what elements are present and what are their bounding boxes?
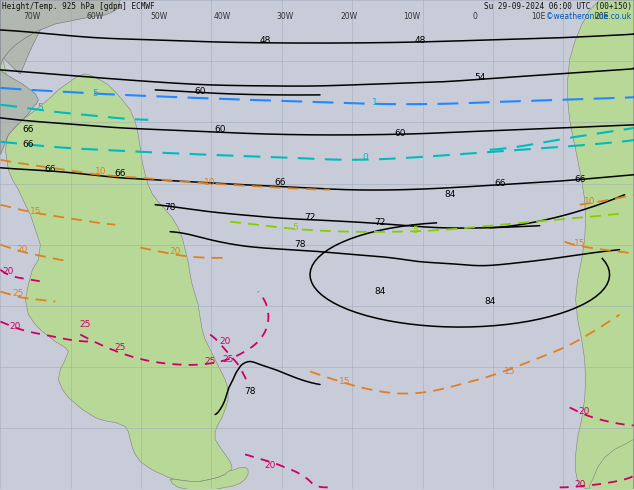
Text: 60W: 60W — [87, 12, 104, 21]
Text: 15: 15 — [30, 207, 41, 216]
Text: 20: 20 — [169, 247, 181, 256]
Text: 78: 78 — [244, 387, 256, 396]
Text: 66: 66 — [115, 169, 126, 178]
Text: 20W: 20W — [340, 12, 357, 21]
Polygon shape — [590, 440, 633, 490]
Text: 66: 66 — [44, 165, 56, 174]
Text: 84: 84 — [484, 297, 495, 306]
Text: 40W: 40W — [214, 12, 231, 21]
Text: 15: 15 — [574, 239, 585, 248]
Text: 78: 78 — [294, 240, 306, 249]
Text: 0: 0 — [473, 12, 478, 21]
Text: 25: 25 — [223, 355, 234, 364]
Text: 20: 20 — [264, 461, 276, 470]
Polygon shape — [170, 467, 248, 490]
Text: 5: 5 — [412, 226, 418, 235]
Text: 60: 60 — [195, 87, 206, 97]
Text: 25: 25 — [13, 289, 24, 298]
Text: 72: 72 — [304, 213, 316, 222]
Text: 10: 10 — [584, 197, 595, 206]
Text: 84: 84 — [374, 287, 385, 296]
Text: 66: 66 — [275, 178, 286, 187]
Text: 10E: 10E — [531, 12, 546, 21]
Text: 5: 5 — [37, 103, 43, 112]
Text: 60: 60 — [394, 129, 406, 138]
Text: 66: 66 — [494, 179, 505, 188]
Text: Su 29-09-2024 06:00 UTC (00+150): Su 29-09-2024 06:00 UTC (00+150) — [484, 2, 631, 11]
Text: 5: 5 — [292, 223, 298, 232]
Text: 20: 20 — [10, 322, 21, 331]
Text: 84: 84 — [444, 190, 455, 199]
Text: 66: 66 — [23, 125, 34, 134]
Polygon shape — [1, 0, 232, 481]
Text: 20: 20 — [16, 245, 28, 254]
Text: 20: 20 — [219, 337, 231, 346]
Polygon shape — [567, 0, 633, 490]
Text: 5: 5 — [93, 89, 98, 98]
Text: 25: 25 — [80, 320, 91, 329]
Text: 70W: 70W — [23, 12, 41, 21]
Text: 1: 1 — [372, 98, 378, 107]
Text: 10: 10 — [94, 167, 106, 176]
Text: 20: 20 — [574, 480, 585, 489]
Text: 0: 0 — [362, 153, 368, 162]
Text: 72: 72 — [374, 218, 385, 227]
Text: 50W: 50W — [150, 12, 167, 21]
Text: 20E: 20E — [595, 12, 609, 21]
Text: 15: 15 — [339, 377, 351, 386]
Text: 10W: 10W — [403, 12, 420, 21]
Text: 66: 66 — [574, 175, 585, 184]
Text: 30W: 30W — [276, 12, 294, 21]
Text: 48: 48 — [259, 36, 271, 46]
Text: 25: 25 — [115, 343, 126, 352]
Text: 48: 48 — [414, 36, 425, 46]
Text: 10: 10 — [204, 178, 216, 187]
Polygon shape — [1, 0, 120, 66]
Text: 20: 20 — [3, 267, 14, 276]
Text: 66: 66 — [23, 140, 34, 149]
Text: Height/Temp. 925 hPa [gdpm] ECMWF: Height/Temp. 925 hPa [gdpm] ECMWF — [3, 2, 155, 11]
Text: 15: 15 — [504, 367, 515, 376]
Text: 78: 78 — [164, 203, 176, 212]
Text: 54: 54 — [474, 74, 486, 82]
Polygon shape — [1, 0, 50, 155]
Text: 25: 25 — [204, 357, 216, 366]
Text: ©weatheronline.co.uk: ©weatheronline.co.uk — [547, 12, 631, 21]
Text: 60: 60 — [214, 125, 226, 134]
Text: 20: 20 — [578, 407, 590, 416]
